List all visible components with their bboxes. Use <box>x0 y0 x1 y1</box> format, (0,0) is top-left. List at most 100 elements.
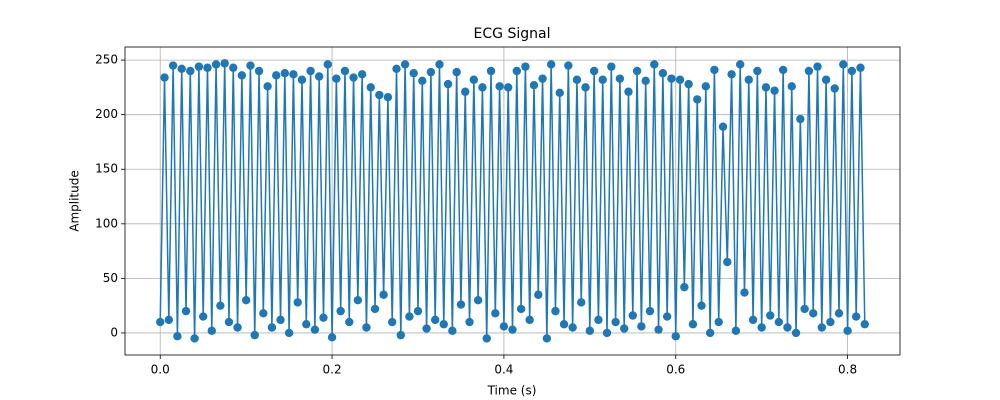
signal-point <box>525 315 534 325</box>
signal-point <box>516 304 526 314</box>
signal-point <box>272 71 281 80</box>
signal-point <box>559 320 569 329</box>
signal-point <box>302 320 311 329</box>
signal-point <box>607 62 616 71</box>
signal-point <box>851 312 861 321</box>
signal-point <box>701 82 711 91</box>
signal-point <box>817 323 827 332</box>
signal-point <box>409 68 418 78</box>
y-tick-label: 200 <box>95 107 118 121</box>
signal-point <box>186 66 195 76</box>
signal-point <box>332 74 341 83</box>
signal-point <box>538 74 547 83</box>
signal-point <box>667 74 676 83</box>
signal-point <box>637 322 646 331</box>
signal-point <box>826 317 835 327</box>
signal-point <box>306 66 315 76</box>
signal-point <box>469 75 479 84</box>
signal-point <box>297 75 307 84</box>
signal-point <box>289 70 298 79</box>
signal-point <box>774 317 784 327</box>
signal-point <box>628 311 637 320</box>
signal-point <box>589 66 599 76</box>
signal-point <box>551 306 560 316</box>
signal-point <box>327 333 337 342</box>
x-tick-label: 0.6 <box>666 363 685 377</box>
signal-point <box>800 304 809 314</box>
signal-point <box>293 298 302 307</box>
signal-point <box>783 323 792 332</box>
signal-point <box>684 79 693 89</box>
signal-point <box>598 75 607 84</box>
signal-point <box>336 306 345 316</box>
signal-point <box>546 60 556 69</box>
signal-point <box>761 83 771 92</box>
signal-point <box>740 288 749 297</box>
signal-point <box>697 301 706 310</box>
signal-point <box>319 313 328 322</box>
x-axis-label: Time (s) <box>487 384 537 398</box>
signal-point <box>323 60 332 69</box>
signal-point <box>710 65 719 75</box>
signal-point <box>821 75 831 84</box>
signal-point <box>731 326 741 335</box>
signal-point <box>542 334 552 343</box>
signal-point <box>216 301 225 310</box>
signal-point <box>233 323 242 332</box>
x-tick-label: 0.0 <box>151 363 170 377</box>
signal-point <box>778 65 788 75</box>
y-tick-label: 100 <box>95 216 118 230</box>
signal-point <box>512 66 521 76</box>
signal-point <box>203 63 212 72</box>
signal-point <box>194 62 204 71</box>
signal-point <box>448 326 457 335</box>
signal-point <box>375 90 384 100</box>
signal-point <box>426 67 436 77</box>
signal-point <box>383 93 393 102</box>
signal-point <box>658 68 668 78</box>
signal-point <box>478 83 487 92</box>
signal-point <box>482 334 491 343</box>
signal-point <box>856 63 865 72</box>
x-tick-label: 0.4 <box>494 363 513 377</box>
signal-point <box>804 66 814 76</box>
signal-point <box>650 60 659 69</box>
signal-point <box>284 328 294 338</box>
signal-point <box>529 80 539 90</box>
signal-point <box>753 66 762 76</box>
signal-point <box>645 306 655 316</box>
plot-frame <box>124 46 901 356</box>
signal-point <box>791 328 801 338</box>
signal-point <box>834 309 844 318</box>
y-tick-label: 150 <box>95 162 118 176</box>
signal-point <box>581 83 590 92</box>
signal-point <box>254 66 264 76</box>
signal-point <box>705 328 715 338</box>
signal-point <box>748 315 758 325</box>
y-axis-label: Amplitude <box>68 170 82 232</box>
signal-point <box>504 83 513 92</box>
signal-point <box>594 315 603 325</box>
signal-point <box>246 61 255 70</box>
signal-point <box>181 306 191 316</box>
signal-point <box>168 61 178 70</box>
signal-point <box>413 306 423 316</box>
signal-point <box>615 74 625 83</box>
signal-point <box>680 282 689 292</box>
signal-point <box>847 66 857 76</box>
signal-point <box>809 309 818 318</box>
signal-point <box>314 72 324 81</box>
signal-point <box>654 325 663 334</box>
signal-point <box>430 315 440 325</box>
signal-point <box>555 88 564 98</box>
signal-point <box>727 70 736 79</box>
signal-point <box>190 334 199 343</box>
y-tick-label: 250 <box>95 53 118 67</box>
signal-point <box>766 311 775 320</box>
signal-point <box>757 323 766 332</box>
signal-point <box>461 87 470 96</box>
signal-point <box>392 64 401 74</box>
signal-point <box>220 59 229 68</box>
signal-point <box>224 317 234 327</box>
